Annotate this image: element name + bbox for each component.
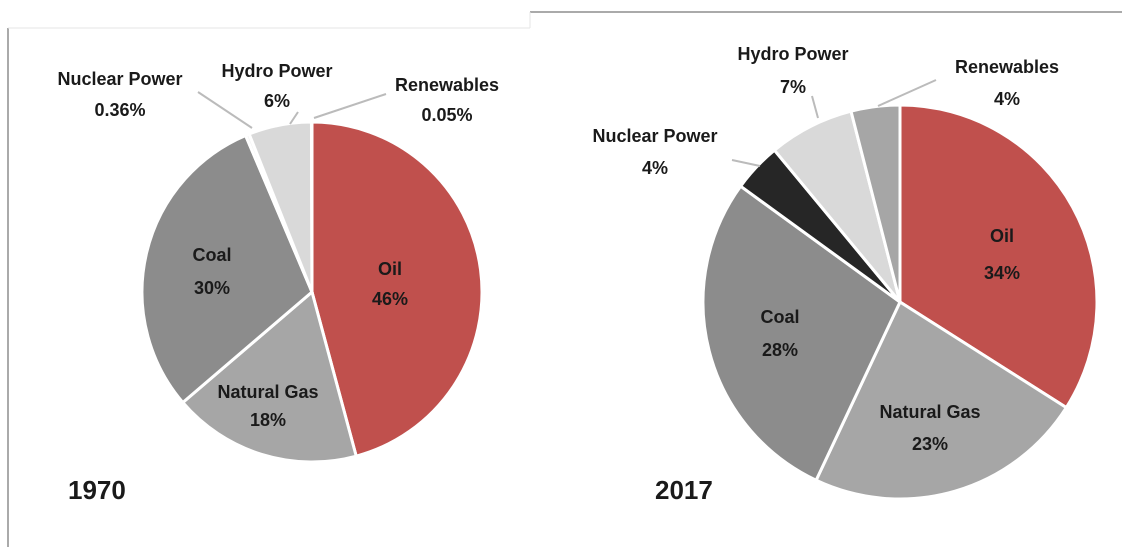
slice-value: 28% — [762, 340, 798, 360]
slice-value: 30% — [194, 278, 230, 298]
slice-value: 23% — [912, 434, 948, 454]
pie-slice — [849, 103, 902, 303]
slice-value: 4% — [994, 89, 1020, 109]
pie-slice — [140, 133, 314, 405]
slice-value: 34% — [984, 263, 1020, 283]
slice-value: 0.36% — [94, 100, 145, 120]
leader-line — [313, 93, 387, 119]
slice-label: Renewables — [955, 57, 1059, 77]
pie-slice — [309, 120, 314, 293]
pie-slice — [814, 299, 1069, 501]
slice-label: Oil — [378, 259, 402, 279]
leader-line — [197, 91, 253, 129]
slice-label: Hydro Power — [737, 44, 848, 64]
leader-line — [877, 79, 937, 107]
slice-value: 18% — [250, 410, 286, 430]
pie-slice — [701, 184, 902, 483]
slice-value: 7% — [780, 77, 806, 97]
slice-label: Hydro Power — [221, 61, 332, 81]
pie-title: 1970 — [68, 475, 126, 505]
slice-label: Nuclear Power — [592, 126, 717, 146]
slice-value: 46% — [372, 289, 408, 309]
leader-line — [731, 159, 761, 167]
leader-line — [289, 111, 299, 125]
slice-value: 0.05% — [421, 105, 472, 125]
slice-label: Coal — [760, 307, 799, 327]
slice-label: Oil — [990, 226, 1014, 246]
pie-slice — [310, 120, 484, 458]
leader-line — [811, 95, 819, 119]
slice-label: Nuclear Power — [57, 69, 182, 89]
slice-label: Natural Gas — [879, 402, 980, 422]
pie-title: 2017 — [655, 475, 713, 505]
slice-label: Natural Gas — [217, 382, 318, 402]
slice-label: Coal — [192, 245, 231, 265]
slice-value: 4% — [642, 158, 668, 178]
slice-value: 6% — [264, 91, 290, 111]
slice-label: Renewables — [395, 75, 499, 95]
pie-slice — [180, 289, 359, 464]
